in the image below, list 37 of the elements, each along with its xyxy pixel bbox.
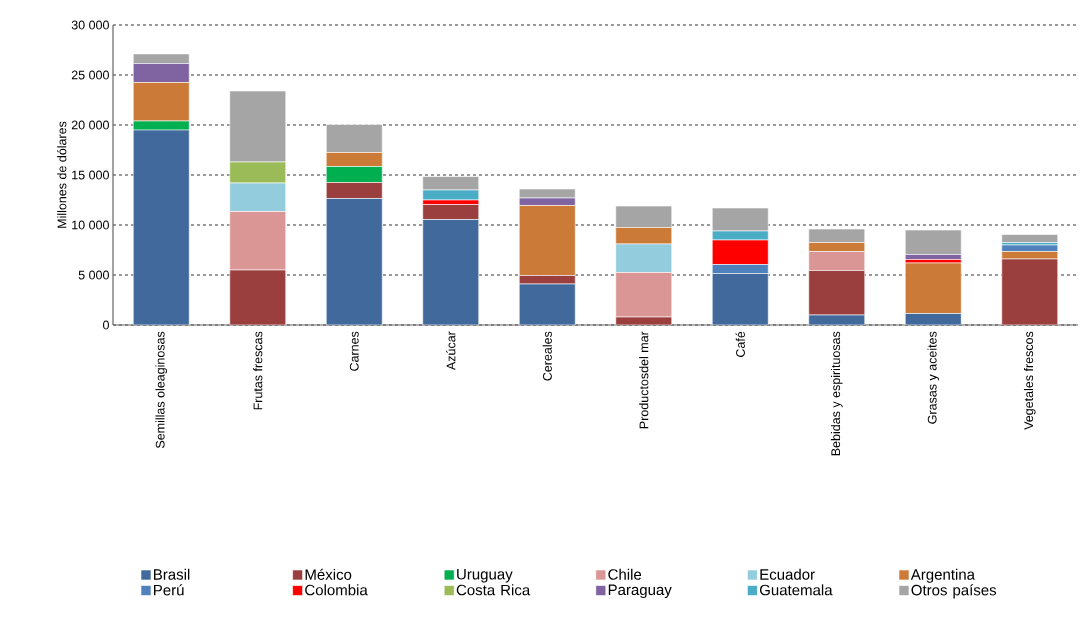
legend-label: Guatemala — [759, 584, 833, 596]
x-tick-label: Bebidas y espirituosas — [830, 331, 843, 456]
bar — [808, 270, 866, 316]
legend-label: Brasil — [154, 568, 190, 580]
x-tick-label: Vegetales frescos — [1023, 331, 1036, 430]
legend-label: Uruguay — [457, 569, 513, 583]
y-tick-label: 25 000 — [71, 70, 109, 80]
legend-label: México — [305, 568, 352, 580]
legend-label: Paraguay — [608, 584, 672, 599]
x-tick-label: Azúcar — [446, 331, 456, 371]
bar — [422, 204, 480, 220]
x-tick-label: Carnes — [349, 331, 359, 371]
legend-label: Costa Rica — [456, 584, 531, 596]
x-tick-label: Cereales — [542, 331, 552, 381]
x-tick-label: Café — [735, 331, 745, 357]
bar — [904, 229, 962, 255]
y-tick-label: 0 — [103, 320, 109, 330]
x-tick-label: Productosdel mar — [639, 331, 649, 429]
y-axis-title: Millones de dólares — [57, 121, 67, 228]
y-tick-label: 15 000 — [72, 170, 109, 180]
bar — [229, 269, 287, 325]
legend-label: Chile — [608, 568, 642, 580]
y-tick-label: 10 000 — [72, 220, 109, 230]
legend-label: Colombia — [305, 584, 368, 596]
x-tick-label: Frutas frescas — [253, 331, 263, 410]
y-tick-label: 30 000 — [71, 20, 109, 30]
bar — [1001, 234, 1059, 243]
y-tick-label: 20 000 — [71, 120, 109, 130]
y-tick-label: 5 000 — [78, 270, 109, 280]
legend-label: Argentina — [910, 568, 975, 583]
bar — [325, 182, 383, 199]
x-tick-label: Semillas oleaginosas — [155, 331, 168, 449]
legend-label: Perú — [154, 584, 184, 596]
legend-label: Otros países — [911, 584, 997, 599]
x-tick-label: Grasas y aceites — [927, 331, 940, 424]
legend-label: Ecuador — [760, 568, 815, 580]
bar — [1001, 258, 1059, 325]
